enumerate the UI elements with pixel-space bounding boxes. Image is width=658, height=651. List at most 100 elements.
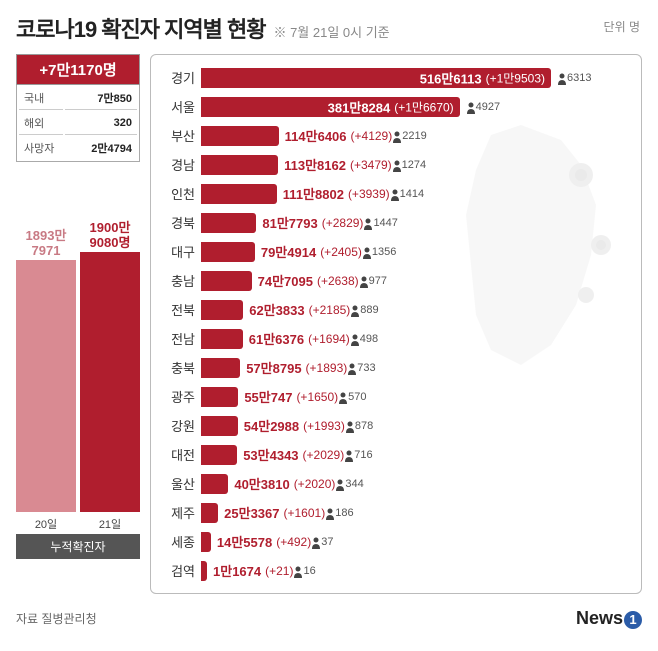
region-bar: [201, 155, 278, 175]
unit-label: 단위 명: [604, 18, 640, 35]
region-bar: [201, 532, 211, 552]
region-total: 40만3810: [234, 474, 289, 493]
news1-logo: News1: [576, 608, 642, 629]
compare-value: 1893만7971: [26, 229, 67, 258]
region-name: 광주: [161, 387, 195, 406]
region-delta: (+2829): [322, 216, 364, 230]
region-bar: [201, 300, 243, 320]
region-total: 79만4914: [261, 242, 316, 261]
region-total: 57만8795: [246, 358, 301, 377]
region-name: 세종: [161, 532, 195, 551]
region-row: 부산 114만6406(+4129) 2219: [161, 121, 631, 150]
region-row: 검역 1만1674(+21) 16: [161, 556, 631, 585]
region-name: 인천: [161, 184, 195, 203]
region-delta: (+2020): [294, 477, 336, 491]
region-name: 전북: [161, 300, 195, 319]
region-row: 경기 516만6113(+1만9503) 6313: [161, 63, 631, 92]
source-label: 자료 질병관리청: [16, 610, 97, 627]
region-count: 37: [321, 536, 333, 548]
person-icon: [362, 246, 372, 258]
person-icon: [325, 507, 335, 519]
region-delta: (+1650): [296, 390, 338, 404]
region-total: 111만8802: [283, 184, 344, 203]
region-total: 62만3833: [249, 300, 304, 319]
stats-value: 2만4794: [65, 137, 137, 159]
region-total: 381만8284: [328, 97, 391, 116]
region-bar: [201, 387, 238, 407]
compare-rect: [80, 252, 140, 512]
person-icon: [311, 536, 321, 548]
region-name: 경기: [161, 68, 195, 87]
region-total: 55만747: [244, 387, 292, 406]
region-count: 344: [345, 478, 363, 490]
region-row: 대구 79만4914(+2405) 1356: [161, 237, 631, 266]
region-bar: 516만6113(+1만9503): [201, 68, 551, 88]
region-row: 인천 111만8802(+3939) 1414: [161, 179, 631, 208]
person-icon: [392, 130, 402, 142]
region-name: 충북: [161, 358, 195, 377]
person-icon: [344, 449, 354, 461]
region-total: 113만8162: [284, 155, 346, 174]
region-name: 부산: [161, 126, 195, 145]
region-total: 53만4343: [243, 445, 298, 464]
stats-value: 7만850: [65, 87, 137, 110]
person-icon: [390, 188, 400, 200]
compare-date: 20일: [35, 516, 57, 532]
region-count: 6313: [567, 72, 591, 84]
region-total: 114만6406: [285, 126, 347, 145]
stats-label: 해외: [19, 112, 63, 135]
region-row: 대전 53만4343(+2029) 716: [161, 440, 631, 469]
region-name: 강원: [161, 416, 195, 435]
region-count: 4927: [476, 101, 500, 113]
region-total: 516만6113: [420, 68, 482, 87]
region-name: 충남: [161, 271, 195, 290]
region-row: 전북 62만3833(+2185) 889: [161, 295, 631, 324]
region-row: 전남 61만6376(+1694) 498: [161, 324, 631, 353]
region-bar: [201, 445, 237, 465]
region-count: 16: [303, 565, 315, 577]
region-delta: (+2405): [320, 245, 362, 259]
region-count: 889: [360, 304, 378, 316]
region-bar: [201, 561, 207, 581]
person-icon: [557, 72, 567, 84]
region-bar: [201, 271, 252, 291]
region-name: 검역: [161, 561, 195, 580]
region-delta: (+4129): [351, 129, 393, 143]
region-row: 강원 54만2988(+1993) 878: [161, 411, 631, 440]
page-title: 코로나19 확진자 지역별 현황: [16, 12, 265, 44]
region-row: 충남 74만7095(+2638) 977: [161, 266, 631, 295]
region-name: 서울: [161, 97, 195, 116]
left-panel: +7만1170명 국내7만850해외320사망자2만4794 1893만7971…: [16, 54, 140, 594]
region-bar: [201, 213, 256, 233]
stats-row: 국내7만850: [19, 87, 137, 110]
region-delta: (+3479): [350, 158, 392, 172]
region-total: 1만1674: [213, 561, 261, 580]
person-icon: [466, 101, 476, 113]
region-row: 충북 57만8795(+1893) 733: [161, 353, 631, 382]
cumulative-compare: 1893만7971 20일 1900만9080명 21일: [16, 202, 140, 532]
compare-bar: 1900만9080명 21일: [80, 221, 140, 532]
region-row: 울산 40만3810(+2020) 344: [161, 469, 631, 498]
region-total: 25만3367: [224, 503, 279, 522]
region-bar: [201, 474, 228, 494]
cumulative-label: 누적확진자: [16, 534, 140, 559]
region-count: 716: [354, 449, 372, 461]
person-icon: [345, 420, 355, 432]
region-bar: [201, 329, 243, 349]
region-delta: (+2638): [317, 274, 359, 288]
region-bar: 381만8284(+1만6670): [201, 97, 460, 117]
region-bar: [201, 358, 240, 378]
region-total: 61만6376: [249, 329, 304, 348]
region-row: 세종 14만5578(+492) 37: [161, 527, 631, 556]
region-count: 498: [360, 333, 378, 345]
region-row: 제주 25만3367(+1601) 186: [161, 498, 631, 527]
region-count: 977: [369, 275, 387, 287]
stats-table: 국내7만850해외320사망자2만4794: [16, 85, 140, 162]
region-name: 경북: [161, 213, 195, 232]
person-icon: [293, 565, 303, 577]
person-icon: [363, 217, 373, 229]
stats-label: 국내: [19, 87, 63, 110]
compare-date: 21일: [99, 516, 121, 532]
region-delta: (+1601): [284, 506, 326, 520]
region-name: 대구: [161, 242, 195, 261]
